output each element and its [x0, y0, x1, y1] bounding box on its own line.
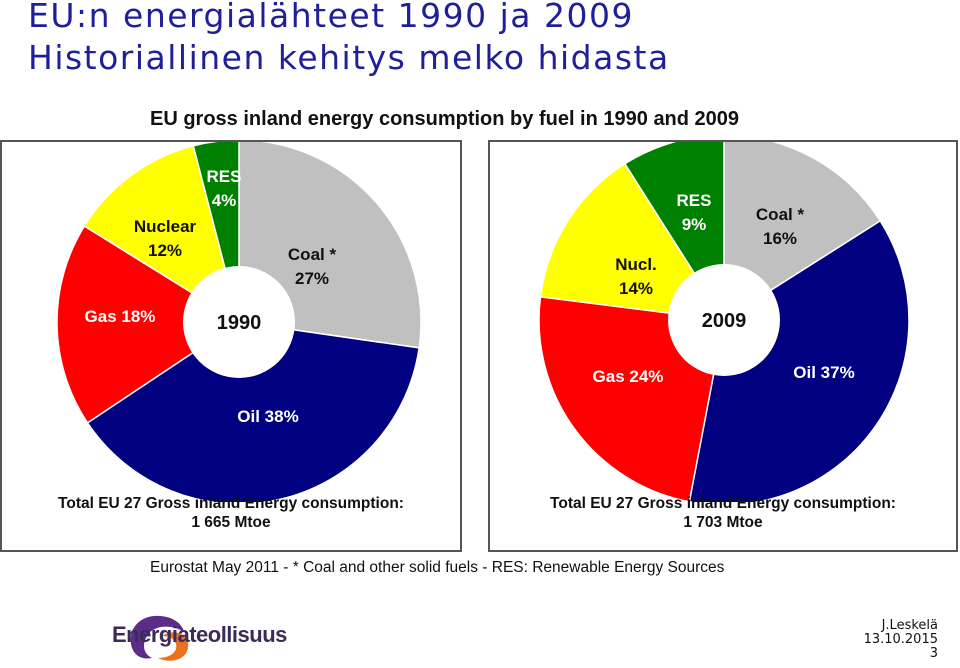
chart-title: EU gross inland energy consumption by fu… [150, 108, 740, 130]
slice-value-coal: 16% [763, 229, 797, 248]
total-value-1990: 1 665 Mtoe [191, 514, 271, 531]
pie-slice-oil [86, 321, 420, 502]
pie-panel-2009: 2009 Coal * 16% Oil 37% Gas 24% Nucl. 14% RES 9%… [488, 140, 958, 552]
pie-center-label: 1990 [217, 312, 262, 334]
total-consumption-2009: Total EU 27 Gross inland Energy consumpt… [490, 494, 956, 532]
total-consumption-1990: Total EU 27 Gross inland Energy consumpt… [2, 494, 460, 532]
slice-label-gas: Gas 24% [593, 367, 664, 386]
slice-value-nucl: 14% [619, 279, 653, 298]
slide-title-line2: Historiallinen kehitys melko hidasta [28, 38, 670, 77]
pie-slice-nucl [539, 162, 726, 321]
pie-slice-coal [723, 142, 882, 322]
slice-label-gas: Gas 18% [85, 307, 156, 326]
pie-slice-nuclear [83, 144, 241, 324]
slice-label-oil: Oil 38% [237, 407, 298, 426]
slide-title-line1: EU:n energialähteet 1990 ja 2009 [28, 0, 634, 35]
total-value-2009: 1 703 Mtoe [683, 514, 763, 531]
total-label-1990: Total EU 27 Gross inland Energy consumpt… [58, 495, 404, 512]
pie-chart-2009: 2009 Coal * 16% Oil 37% Gas 24% Nucl. 14% RES 9% [538, 142, 910, 502]
pie-center-hole [183, 266, 295, 378]
slice-label-res: RES [677, 191, 712, 210]
pie-center-hole [668, 264, 780, 376]
energiateollisuus-logo-icon [130, 615, 189, 661]
slice-value-nuclear: 12% [148, 241, 182, 260]
page-number: 3 [929, 646, 938, 661]
pie-slice-gas [56, 225, 241, 424]
source-note: Eurostat May 2011 - * Coal and other sol… [150, 559, 725, 576]
slice-value-res: 9% [682, 215, 707, 234]
slice-label-coal: Coal * [756, 205, 805, 224]
slice-label-nucl: Nucl. [615, 255, 657, 274]
author: J.Leskelä [881, 618, 938, 633]
brand-name: Energiateollisuus [112, 622, 287, 647]
pie-panel-1990: 1990 Coal * 27% Oil 38% Gas 18% Nuclear 12% RES… [0, 140, 462, 552]
slice-value-res: 4% [212, 191, 237, 210]
slice-label-res: RES [207, 167, 242, 186]
pie-center-label: 2009 [702, 310, 747, 332]
date: 13.10.2015 [863, 632, 938, 647]
total-label-2009: Total EU 27 Gross inland Energy consumpt… [550, 495, 896, 512]
slice-value-coal: 27% [295, 269, 329, 288]
slice-label-nuclear: Nuclear [134, 217, 197, 236]
slice-label-coal: Coal * [288, 245, 337, 264]
slice-label-oil: Oil 37% [793, 363, 854, 382]
pie-slice-oil [688, 219, 910, 502]
pie-chart-1990: 1990 Coal * 27% Oil 38% Gas 18% Nuclear 12% RES… [56, 142, 422, 502]
